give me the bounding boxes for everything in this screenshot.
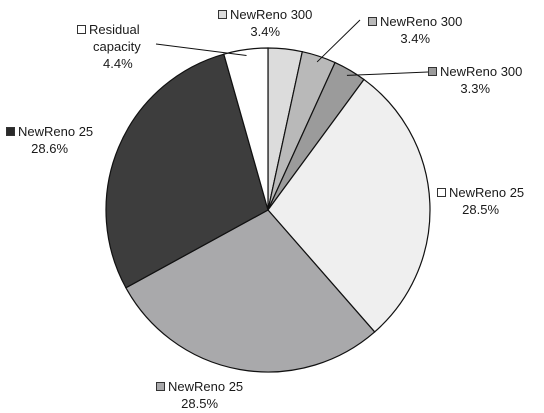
slice-percent: 3.3% xyxy=(460,81,491,96)
slice-label: NewReno 300 xyxy=(380,14,463,29)
legend-swatch xyxy=(77,25,86,34)
slice-label: NewReno 300 xyxy=(440,64,523,79)
slice-label: NewReno 25 xyxy=(449,185,525,200)
slice-percent: 28.5% xyxy=(462,202,500,217)
slice-label: NewReno 25 xyxy=(168,379,244,394)
pie-slices xyxy=(105,47,431,373)
label-newreno300-a: NewReno 300 3.4% xyxy=(218,6,312,40)
slice-percent: 3.4% xyxy=(250,24,281,39)
label-newreno300-b: NewReno 300 3.4% xyxy=(368,13,462,47)
slice-percent: 3.4% xyxy=(400,31,431,46)
pie-slice-5 xyxy=(105,53,269,289)
slice-percent: 28.6% xyxy=(31,141,69,156)
slice-label: NewReno 300 xyxy=(230,7,313,22)
label-residual-capacity: Residual capacity 4.4% xyxy=(77,21,141,72)
label-newreno25-left: NewReno 25 28.6% xyxy=(6,123,93,157)
slice-percent: 28.5% xyxy=(181,396,219,411)
leader-lines xyxy=(155,19,429,76)
pie-slice-3 xyxy=(267,78,431,333)
pie-slice-4 xyxy=(125,209,376,373)
leader-line-6 xyxy=(155,43,247,56)
label-newreno25-bottom: NewReno 25 28.5% xyxy=(156,378,243,412)
legend-swatch xyxy=(428,67,437,76)
legend-swatch xyxy=(6,127,15,136)
legend-swatch xyxy=(156,382,165,391)
pie-slice-6 xyxy=(223,47,269,211)
slice-label: NewReno 25 xyxy=(18,124,94,139)
leader-line-1 xyxy=(316,19,361,63)
legend-swatch xyxy=(368,17,377,26)
label-newreno300-c: NewReno 300 3.3% xyxy=(428,63,522,97)
legend-swatch xyxy=(437,188,446,197)
slice-label-line2: capacity xyxy=(93,39,141,54)
leader-line-2 xyxy=(346,71,429,76)
label-newreno25-right: NewReno 25 28.5% xyxy=(437,184,524,218)
legend-swatch xyxy=(218,10,227,19)
slice-label-line1: Residual xyxy=(89,22,140,37)
slice-percent: 4.4% xyxy=(103,56,133,71)
